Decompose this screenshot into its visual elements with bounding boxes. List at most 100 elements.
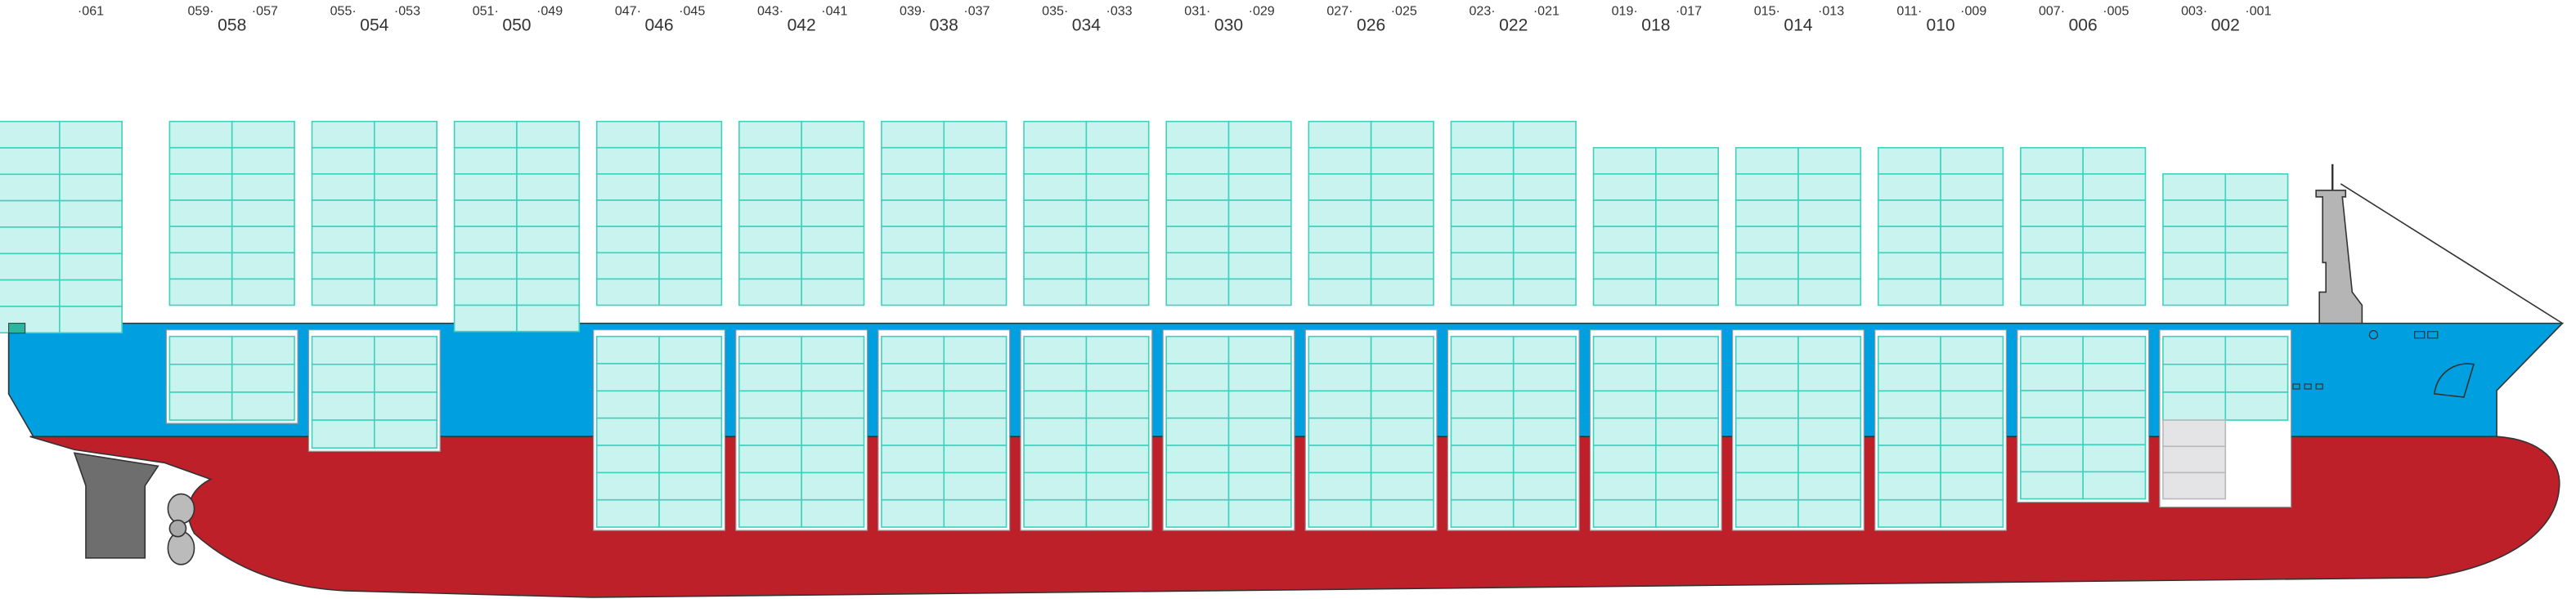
container-slot bbox=[738, 173, 802, 201]
container-slot bbox=[374, 146, 438, 175]
container-slot bbox=[1023, 146, 1088, 175]
container-slot bbox=[801, 472, 865, 501]
container-slot bbox=[231, 199, 295, 227]
container-slot bbox=[1940, 445, 2004, 474]
container-slot bbox=[1940, 472, 2004, 501]
bay-label: 046 bbox=[644, 16, 673, 35]
container-slot bbox=[374, 173, 438, 201]
container-slot bbox=[1940, 173, 2004, 201]
container-slot bbox=[1592, 252, 1657, 280]
container-slot bbox=[374, 391, 438, 421]
container-slot bbox=[595, 445, 660, 474]
container-slot bbox=[311, 391, 375, 421]
container-slot bbox=[1023, 226, 1088, 254]
container-slot bbox=[1085, 252, 1150, 280]
container-slot bbox=[168, 226, 233, 254]
container-slot bbox=[595, 390, 660, 419]
container-slot bbox=[1797, 417, 1862, 446]
container-slot bbox=[1450, 120, 1515, 149]
container-slot bbox=[658, 363, 723, 392]
container-slot bbox=[231, 173, 295, 201]
container-slot bbox=[311, 120, 375, 149]
container-slot bbox=[516, 226, 581, 254]
bay-label: 006 bbox=[2069, 16, 2098, 35]
container-slot bbox=[1655, 226, 1719, 254]
container-slot bbox=[738, 278, 802, 306]
container-slot bbox=[1655, 390, 1719, 419]
bay-label: 038 bbox=[930, 16, 958, 35]
stay-line bbox=[2340, 183, 2563, 324]
container-slot bbox=[801, 417, 865, 446]
container-slot bbox=[801, 390, 865, 419]
container-slot bbox=[943, 498, 1008, 528]
container-slot bbox=[59, 120, 123, 149]
container-slot bbox=[1165, 173, 1230, 201]
container-slot bbox=[1370, 146, 1434, 175]
container-slot bbox=[1165, 498, 1230, 528]
container-slot bbox=[1370, 472, 1434, 501]
container-slot bbox=[1165, 278, 1230, 306]
container-slot bbox=[1512, 226, 1577, 254]
container-slot bbox=[1940, 363, 2004, 392]
container-slot bbox=[738, 199, 802, 227]
container-slot bbox=[1227, 417, 1292, 446]
container-slot bbox=[1877, 417, 1941, 446]
container-slot bbox=[1797, 498, 1862, 528]
container-slot bbox=[1227, 120, 1292, 149]
container-slot bbox=[1877, 278, 1941, 306]
container-slot bbox=[738, 390, 802, 419]
container-slot bbox=[595, 363, 660, 392]
container-slot bbox=[881, 120, 945, 149]
container-slot bbox=[311, 252, 375, 280]
container-slot bbox=[2162, 391, 2227, 421]
container-slot bbox=[1165, 335, 1230, 364]
container-slot bbox=[1227, 363, 1292, 392]
container-slot bbox=[1592, 278, 1657, 306]
container-slot bbox=[1085, 417, 1150, 446]
container-slot bbox=[738, 146, 802, 175]
container-slot bbox=[231, 120, 295, 149]
container-slot bbox=[1797, 252, 1862, 280]
container-slot bbox=[59, 279, 123, 307]
container-slot bbox=[943, 417, 1008, 446]
bay-label: 015· bbox=[1754, 3, 1780, 18]
container-slot bbox=[1085, 173, 1150, 201]
container-slot bbox=[453, 252, 518, 280]
container-slot bbox=[1512, 120, 1577, 149]
container-slot bbox=[1877, 390, 1941, 419]
container-slot bbox=[595, 226, 660, 254]
container-slot bbox=[453, 173, 518, 201]
container-slot bbox=[1797, 335, 1862, 364]
container-slot bbox=[1370, 226, 1434, 254]
container-slot bbox=[168, 252, 233, 280]
container-slot bbox=[881, 445, 945, 474]
container-slot bbox=[516, 304, 581, 333]
container-slot bbox=[516, 252, 581, 280]
container-slot bbox=[2162, 226, 2227, 254]
container-slot bbox=[1512, 252, 1577, 280]
container-slot bbox=[1512, 146, 1577, 175]
container-slot bbox=[0, 147, 61, 176]
container-slot bbox=[1592, 226, 1657, 254]
bay-label: ·041 bbox=[821, 3, 847, 18]
container-slot bbox=[168, 278, 233, 306]
rudder bbox=[73, 452, 159, 559]
container-slot bbox=[943, 278, 1008, 306]
container-slot bbox=[1023, 417, 1088, 446]
container-slot bbox=[1085, 363, 1150, 392]
container-slot bbox=[1308, 363, 1372, 392]
container-slot bbox=[1735, 390, 1799, 419]
bay-label: ·013 bbox=[1818, 3, 1844, 18]
container-slot bbox=[1592, 146, 1657, 175]
container-slot bbox=[1512, 445, 1577, 474]
container-slot bbox=[881, 278, 945, 306]
container-slot bbox=[1227, 146, 1292, 175]
bay-label: ·045 bbox=[679, 3, 705, 18]
container-slot bbox=[1797, 363, 1862, 392]
container-slot bbox=[2020, 226, 2084, 254]
container-slot bbox=[2224, 335, 2289, 365]
container-slot bbox=[1370, 363, 1434, 392]
propeller-hub bbox=[168, 519, 187, 538]
bay-label: 022 bbox=[1499, 16, 1528, 35]
container-slot bbox=[658, 146, 723, 175]
